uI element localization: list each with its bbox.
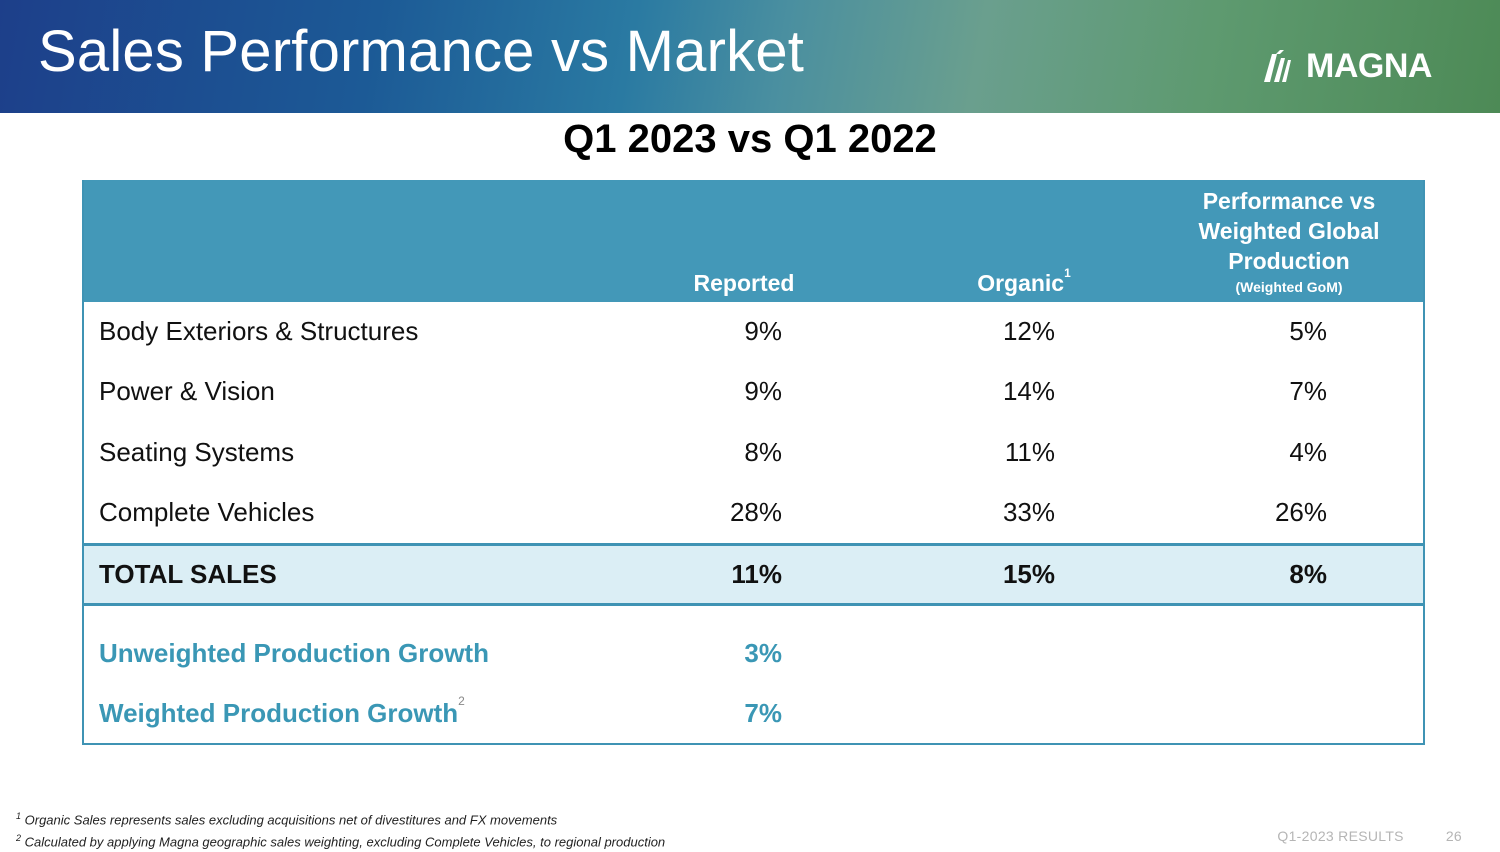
- page-number: 26: [1445, 828, 1462, 844]
- row-label: Seating Systems: [99, 437, 295, 467]
- total-sales-row: TOTAL SALES 11% 15% 8%: [84, 543, 1423, 606]
- table-row: Complete Vehicles 28% 33% 26%: [84, 483, 1423, 543]
- growth-value: 3%: [744, 638, 782, 668]
- table-header: Reported Organic1 Performance vs Weighte…: [84, 180, 1423, 302]
- performance-value: 26%: [1274, 497, 1327, 527]
- footnote-1: 1 Organic Sales represents sales excludi…: [16, 811, 558, 828]
- weighted-gom-note: (Weighted GoM): [1235, 279, 1343, 295]
- organic-value: 33%: [1002, 497, 1055, 527]
- reported-value: 9%: [744, 316, 782, 346]
- organic-value: 12%: [1002, 316, 1055, 346]
- performance-value: 4%: [1289, 437, 1327, 467]
- growth-row: Unweighted Production Growth 3%: [84, 624, 1423, 684]
- organic-value: 11%: [1004, 437, 1055, 467]
- magna-emblem-icon: [1264, 50, 1291, 82]
- footnote-marker-1: 1: [1064, 266, 1071, 280]
- column-header-performance: Performance vs Weighted Global Productio…: [1164, 186, 1414, 298]
- comparison-subtitle: Q1 2023 vs Q1 2022: [563, 117, 937, 161]
- column-header-reported: Reported: [693, 270, 795, 296]
- footnote-marker-2: 2: [458, 694, 465, 708]
- table-row: Seating Systems 8% 11% 4%: [84, 423, 1423, 483]
- column-header-organic: Organic1: [977, 266, 1071, 296]
- sales-table: Reported Organic1 Performance vs Weighte…: [82, 180, 1425, 745]
- row-label: Complete Vehicles: [99, 497, 315, 527]
- row-label: Body Exteriors & Structures: [99, 316, 419, 346]
- table-row: Power & Vision 9% 14% 7%: [84, 362, 1423, 422]
- results-label: Q1-2023 RESULTS: [1277, 828, 1404, 844]
- growth-value: 7%: [744, 698, 782, 728]
- reported-value: 9%: [744, 376, 782, 406]
- performance-value: 5%: [1289, 316, 1327, 346]
- footnote-2: 2 Calculated by applying Magna geographi…: [16, 833, 666, 850]
- reported-value: 11%: [731, 559, 782, 589]
- reported-value: 8%: [744, 437, 782, 467]
- growth-label: Weighted Production Growth2: [99, 694, 465, 728]
- footnotes: 1 Organic Sales represents sales excludi…: [16, 807, 665, 852]
- table-row: Body Exteriors & Structures 9% 12% 5%: [84, 302, 1423, 362]
- performance-value: 7%: [1289, 376, 1327, 406]
- page-title: Sales Performance vs Market: [38, 19, 805, 84]
- header-banner: Sales Performance vs Market MAGNA: [0, 0, 1500, 113]
- growth-row: Weighted Production Growth2 7%: [84, 684, 1423, 744]
- organic-value: 15%: [1002, 559, 1055, 589]
- magna-logo: MAGNA: [1262, 46, 1432, 86]
- performance-value: 8%: [1289, 559, 1327, 589]
- row-label: TOTAL SALES: [99, 559, 277, 589]
- organic-value: 14%: [1002, 376, 1055, 406]
- logo-text: MAGNA: [1306, 46, 1432, 85]
- row-label: Power & Vision: [99, 376, 275, 406]
- growth-label: Unweighted Production Growth: [99, 638, 489, 668]
- slide-footer: Q1-2023 RESULTS 26: [1235, 828, 1462, 844]
- reported-value: 28%: [729, 497, 782, 527]
